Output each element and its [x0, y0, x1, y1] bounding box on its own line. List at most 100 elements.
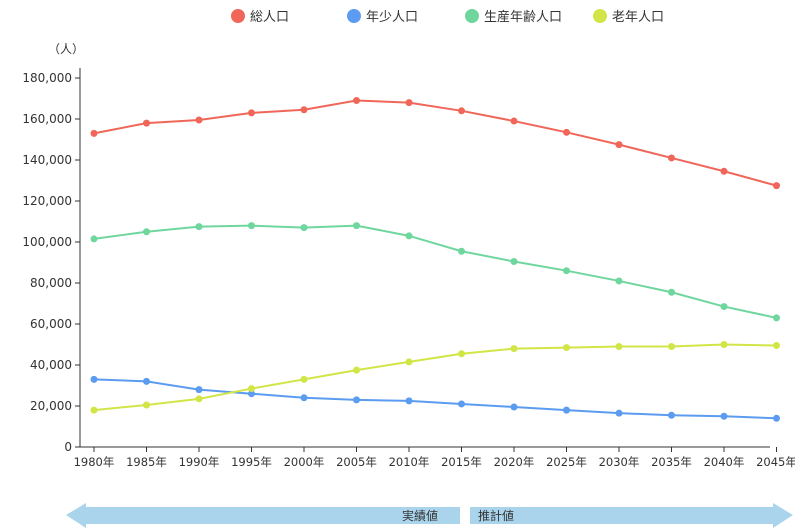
data-point: [510, 257, 518, 265]
data-point: [668, 343, 675, 351]
y-tick-label: 80,000: [30, 276, 72, 290]
y-tick-label: 100,000: [22, 235, 72, 249]
y-tick-label: 160,000: [22, 112, 72, 126]
x-tick-label: 2005年: [336, 455, 377, 469]
data-point: [563, 128, 570, 136]
data-point: [615, 141, 623, 149]
x-tick-label: 1985年: [126, 455, 167, 469]
legend-label: 生産年齢人口: [484, 9, 562, 25]
data-point: [510, 117, 518, 125]
data-point: [615, 277, 623, 285]
data-point: [143, 119, 150, 127]
data-point: [720, 341, 728, 348]
series-line-3: [93, 343, 777, 412]
legend-marker: [465, 9, 479, 23]
x-tick-label: 2020年: [494, 455, 535, 469]
data-point: [615, 409, 623, 417]
estimate-arrow-shape: [470, 503, 793, 528]
data-point: [510, 345, 518, 353]
data-point: [668, 411, 675, 419]
data-point: [720, 167, 728, 175]
data-point: [773, 342, 780, 350]
data-point: [195, 223, 203, 231]
legend-label: 年少人口: [366, 10, 418, 25]
data-point: [668, 154, 675, 162]
data-point: [300, 106, 308, 114]
x-tick-label: 2025年: [546, 455, 587, 469]
data-point: [563, 406, 570, 414]
data-point: [300, 394, 308, 402]
y-axis-unit-label: （人）: [48, 42, 84, 56]
x-tick-label: 1990年: [179, 455, 220, 469]
data-point: [300, 224, 308, 232]
data-point: [773, 182, 780, 190]
x-tick-label: 1995年: [231, 455, 272, 469]
data-point: [90, 406, 98, 414]
data-point: [248, 109, 255, 117]
data-point: [195, 395, 203, 403]
data-point: [248, 390, 255, 398]
y-tick-label: 0: [64, 440, 72, 454]
y-tick-label: 40,000: [30, 358, 72, 372]
data-point: [615, 343, 623, 351]
actual-value-label: 実績値: [402, 508, 438, 523]
data-point: [143, 377, 150, 385]
data-point: [353, 97, 360, 105]
series-lines: [93, 99, 777, 420]
y-tick-label: 140,000: [22, 153, 72, 167]
estimate-value-label: 推計値: [478, 508, 514, 523]
legend-label: 老年人口: [612, 10, 664, 25]
data-point: [90, 235, 98, 243]
data-point: [143, 228, 150, 236]
x-tick-label: 2030年: [599, 455, 640, 469]
series-line-1: [93, 378, 777, 420]
data-point: [405, 358, 413, 366]
data-point: [563, 267, 570, 275]
legend-marker: [231, 9, 245, 23]
data-point: [563, 344, 570, 352]
data-point: [195, 386, 203, 394]
data-point: [458, 400, 465, 408]
series-line-2: [93, 224, 777, 319]
x-tick-label: 1980年: [74, 455, 115, 469]
data-point: [668, 288, 675, 296]
y-tick-label: 180,000: [22, 71, 72, 85]
data-point: [405, 397, 413, 405]
data-point: [720, 412, 728, 420]
data-point: [90, 375, 98, 383]
data-point: [458, 350, 465, 358]
x-tick-label: 2035年: [651, 455, 692, 469]
series-points: [90, 97, 780, 422]
data-point: [458, 247, 465, 255]
legend-marker: [593, 9, 607, 23]
y-axis: 0 20,000 40,000 60,000 80,000 100,000 120,000 1…: [22, 68, 81, 454]
actual-arrow-shape: [66, 503, 460, 528]
data-point: [458, 107, 465, 115]
data-point: [773, 314, 780, 322]
data-point: [405, 232, 413, 240]
x-tick-label: 2010年: [389, 455, 430, 469]
x-axis: 1980年 1985年 1990年 1995年 2000年 2005年 2010年 2015年…: [74, 446, 795, 469]
data-point: [248, 222, 255, 230]
x-tick-label: 2040年: [704, 455, 745, 469]
x-tick-label: 2000年: [284, 455, 325, 469]
y-tick-label: 60,000: [30, 317, 72, 331]
data-point: [248, 385, 255, 393]
data-point: [405, 99, 413, 107]
legend-marker: [347, 9, 361, 23]
chart-legend: 総人口 年少人口 生産年齢人口 老年人口: [231, 9, 664, 25]
data-point: [353, 396, 360, 404]
legend-label: 総人口: [250, 10, 289, 25]
data-point: [720, 303, 728, 311]
y-tick-label: 120,000: [22, 194, 72, 208]
x-tick-label: 2015年: [441, 455, 482, 469]
data-point: [510, 403, 518, 411]
data-point: [90, 129, 98, 137]
data-point: [353, 366, 360, 374]
data-point: [195, 116, 203, 124]
data-point: [143, 401, 150, 409]
series-line-0: [93, 99, 777, 187]
y-tick-label: 20,000: [30, 399, 72, 413]
x-tick-label: 2045年: [756, 455, 795, 469]
data-point: [773, 414, 780, 422]
